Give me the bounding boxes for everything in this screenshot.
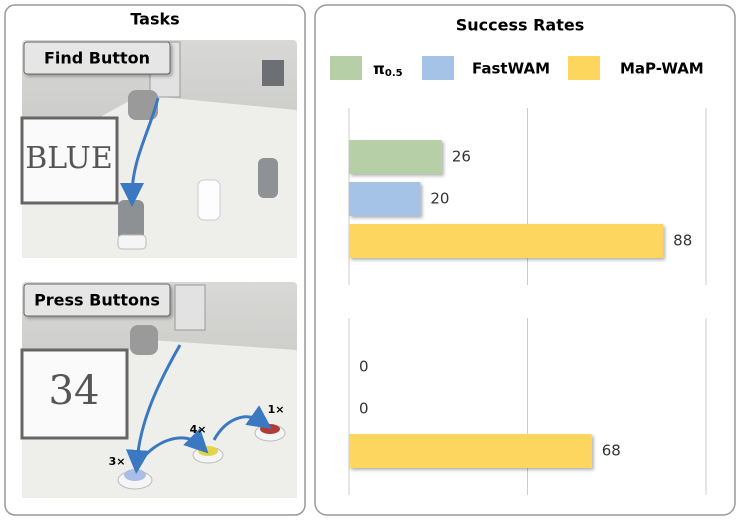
task-label: Press Buttons (34, 291, 160, 310)
task-label: Find Button (44, 49, 150, 68)
value-label: 0 (359, 400, 369, 418)
legend-label: FastWAM (472, 60, 550, 78)
annotation: 4× (190, 423, 207, 436)
tasks-title: Tasks (130, 10, 179, 29)
photo-find-button: BLUE Find Button (20, 40, 297, 258)
board-text: 34 (49, 368, 100, 414)
legend-label: MaP-WAM (620, 60, 704, 78)
bar (349, 140, 442, 174)
annotation: 1× (268, 403, 285, 416)
chart-title: Success Rates (456, 16, 585, 35)
board-text: BLUE (25, 141, 113, 176)
legend-swatch (422, 56, 454, 80)
legend-swatch (330, 56, 362, 80)
value-label: 26 (452, 148, 471, 166)
bar (349, 224, 664, 258)
annotation: 3× (109, 455, 126, 468)
value-label: 0 (359, 358, 369, 376)
photo-press-buttons: 34 3× 4× 1× Press Buttons (20, 282, 297, 498)
chart: π0.5 FastWAM MaP-WAM 26 20 88 0 0 68 (330, 56, 707, 495)
bar (349, 434, 592, 468)
bar (349, 182, 421, 216)
chart-panel (314, 4, 736, 516)
legend-swatch (568, 56, 600, 80)
value-label: 68 (602, 442, 621, 460)
value-label: 20 (430, 190, 449, 208)
value-label: 88 (673, 232, 692, 250)
legend-label: π0.5 (373, 60, 403, 80)
